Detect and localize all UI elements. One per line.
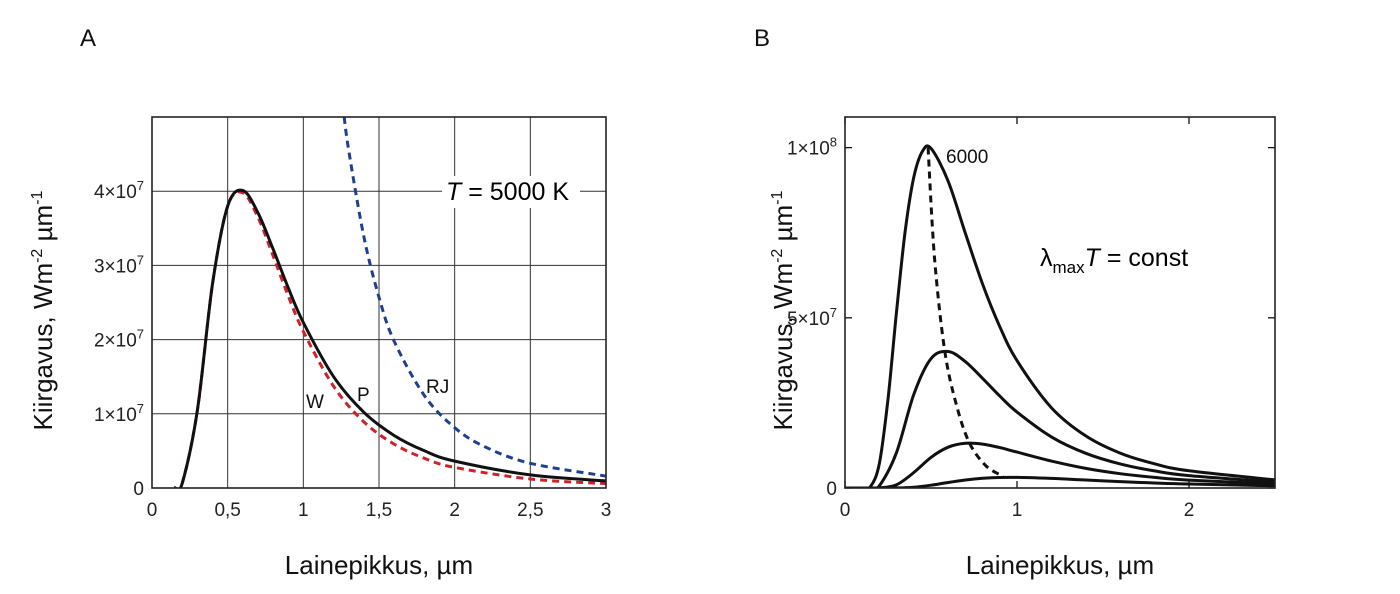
y-tick-exponent: 7 xyxy=(137,252,144,267)
y-tick-base: 5×10 xyxy=(787,309,830,330)
curve-label-6000: 6000 xyxy=(946,147,988,168)
series-line-curve-0 xyxy=(845,144,1275,488)
y-label-sup: -2 xyxy=(769,249,786,263)
y-tick-label: 3×107 xyxy=(94,252,144,277)
plot-frame xyxy=(844,116,1276,489)
series-line-p xyxy=(173,188,606,488)
annotation-variable: T xyxy=(1085,244,1102,272)
series-group xyxy=(845,144,1275,488)
x-tick-label: 1 xyxy=(298,500,309,521)
y-tick-label: 0 xyxy=(133,479,144,500)
x-tick-label: 1,5 xyxy=(366,500,392,521)
plot-frame xyxy=(151,116,607,489)
annotation-lambda: λ xyxy=(1040,244,1053,272)
y-tick-exponent: 7 xyxy=(830,305,837,320)
y-tick-label: 5×107 xyxy=(787,305,837,330)
y-label-text: Kiirgavus, Wm xyxy=(768,263,798,431)
panel-b: B 0 1 2 0 5×107 1×108 λmaxT = const 6000 Lainepik… xyxy=(754,25,1276,580)
y-tick-base: 0 xyxy=(133,479,144,500)
series-line-curve-2 xyxy=(845,441,1275,488)
y-tick-base: 4×10 xyxy=(94,182,137,203)
y-label-sup: -2 xyxy=(29,249,46,263)
x-tick-label: 0 xyxy=(147,500,158,521)
series-label-w: W xyxy=(306,392,324,413)
x-tick-label: 2,5 xyxy=(517,500,543,521)
annotation-value: = const xyxy=(1100,244,1188,272)
y-tick-label: 0 xyxy=(826,479,837,500)
series-line-curve-3 xyxy=(845,475,1275,488)
x-tick-label: 1 xyxy=(1012,500,1023,521)
y-tick-exponent: 8 xyxy=(830,135,837,150)
wien-law-annotation: λmaxT = const xyxy=(1040,244,1188,277)
series-label-rj: RJ xyxy=(426,377,449,398)
y-tick-exponent: 7 xyxy=(137,401,144,416)
annotation-variable: T xyxy=(446,178,463,206)
annotation-subscript: max xyxy=(1053,258,1086,277)
y-tick-base: 1×10 xyxy=(94,405,137,426)
series-line-rj xyxy=(342,117,606,478)
y-label-sup: -1 xyxy=(29,190,46,204)
y-tick-label: 1×107 xyxy=(94,401,144,426)
x-tick-label: 3 xyxy=(601,500,612,521)
x-axis-label: Lainepikkus, µm xyxy=(285,550,473,580)
annotation-mask xyxy=(442,176,580,208)
y-label-unit: µm xyxy=(28,205,58,249)
series-group xyxy=(173,117,606,488)
y-tick-base: 3×10 xyxy=(94,256,137,277)
x-tick-label: 0,5 xyxy=(214,500,240,521)
y-tick-base: 1×10 xyxy=(787,139,830,160)
y-label-sup: -1 xyxy=(769,190,786,204)
y-axis-label: Kiirgavus, Wm-2 µm-1 xyxy=(768,190,798,430)
annotation-value: = 5000 K xyxy=(461,178,569,206)
y-tick-base: 0 xyxy=(826,479,837,500)
series-line-curve-4 xyxy=(926,147,1004,478)
panel-label: B xyxy=(754,25,770,52)
panel-label: A xyxy=(80,25,96,52)
y-label-text: Kiirgavus, Wm xyxy=(28,263,58,431)
x-axis-label: Lainepikkus, µm xyxy=(966,550,1154,580)
y-tick-label: 4×107 xyxy=(94,178,144,203)
series-line-w xyxy=(173,190,606,488)
series-label-p: P xyxy=(357,385,370,406)
y-tick-base: 2×10 xyxy=(94,331,137,352)
series-line-curve-1 xyxy=(845,349,1275,488)
x-tick-label: 0 xyxy=(840,500,851,521)
y-axis-label: Kiirgavus, Wm-2 µm-1 xyxy=(28,190,58,430)
temperature-annotation: T = 5000 K xyxy=(446,178,569,206)
y-tick-label: 2×107 xyxy=(94,327,144,352)
y-tick-exponent: 7 xyxy=(137,178,144,193)
y-label-unit: µm xyxy=(768,205,798,249)
y-tick-exponent: 7 xyxy=(137,327,144,342)
x-tick-label: 2 xyxy=(449,500,460,521)
x-tick-label: 2 xyxy=(1184,500,1195,521)
y-tick-label: 1×108 xyxy=(787,135,837,160)
